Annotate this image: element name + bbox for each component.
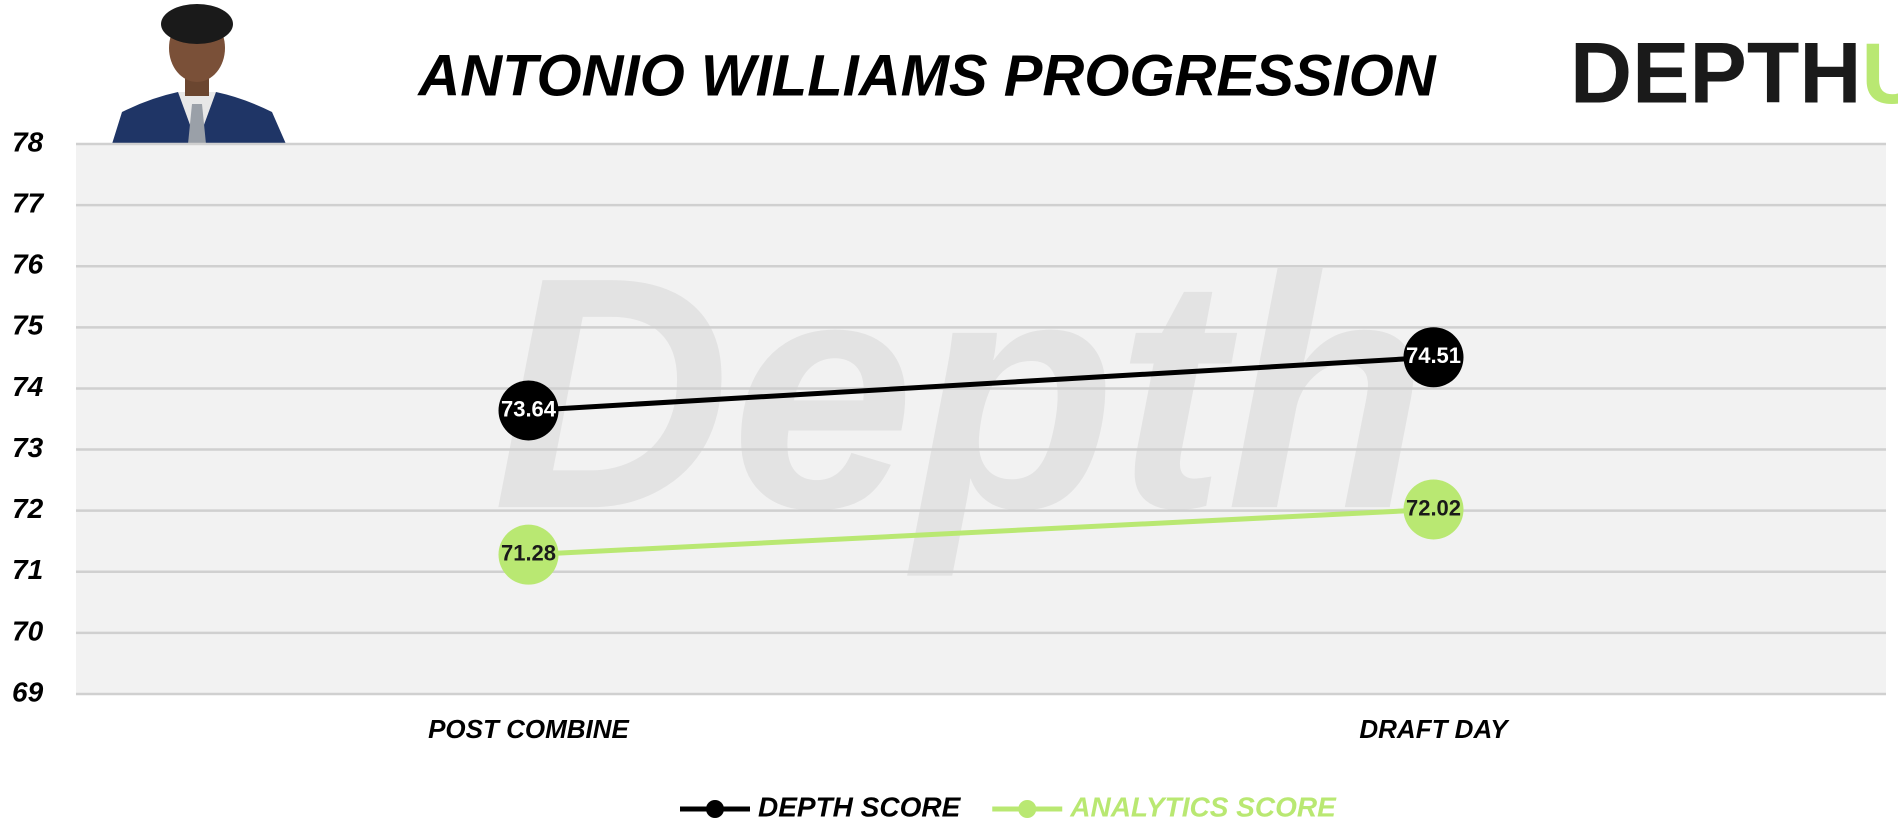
x-tick-label: DRAFT DAY [1359,714,1510,744]
plot-background [76,144,1886,694]
data-point [498,380,559,441]
chart-title: ANTONIO WILLIAMS PROGRESSION [416,43,1436,108]
legend-label: DEPTH SCORE [758,791,962,822]
data-label: 73.64 [501,396,557,421]
logo-accent: U [1861,26,1898,122]
watermark: Depth [493,208,1428,579]
data-label: 72.02 [1406,495,1461,520]
legend-label: ANALYTICS SCORE [1069,791,1337,822]
y-tick-label: 70 [12,615,44,646]
data-point [1403,479,1464,540]
y-tick-label: 69 [12,676,44,707]
y-tick-label: 72 [12,493,44,524]
legend-marker [1018,800,1037,818]
y-tick-label: 78 [12,126,44,157]
series-line [528,354,1434,413]
data-label: 74.51 [1406,343,1461,368]
x-tick-label: POST COMBINE [428,714,629,744]
data-label: 71.28 [501,540,556,565]
y-tick-label: 74 [12,371,44,402]
logo-text: DEPTHU [1570,26,1898,122]
y-tick-label: 75 [12,310,44,341]
y-tick-label: 71 [12,554,43,585]
y-tick-label: 73 [12,432,44,463]
series-line [528,506,1434,558]
y-tick-label: 76 [12,249,44,280]
data-point [1403,327,1464,388]
data-point [498,524,559,585]
legend-marker [706,800,724,818]
y-tick-label: 77 [12,188,45,219]
player-photo [112,4,286,144]
